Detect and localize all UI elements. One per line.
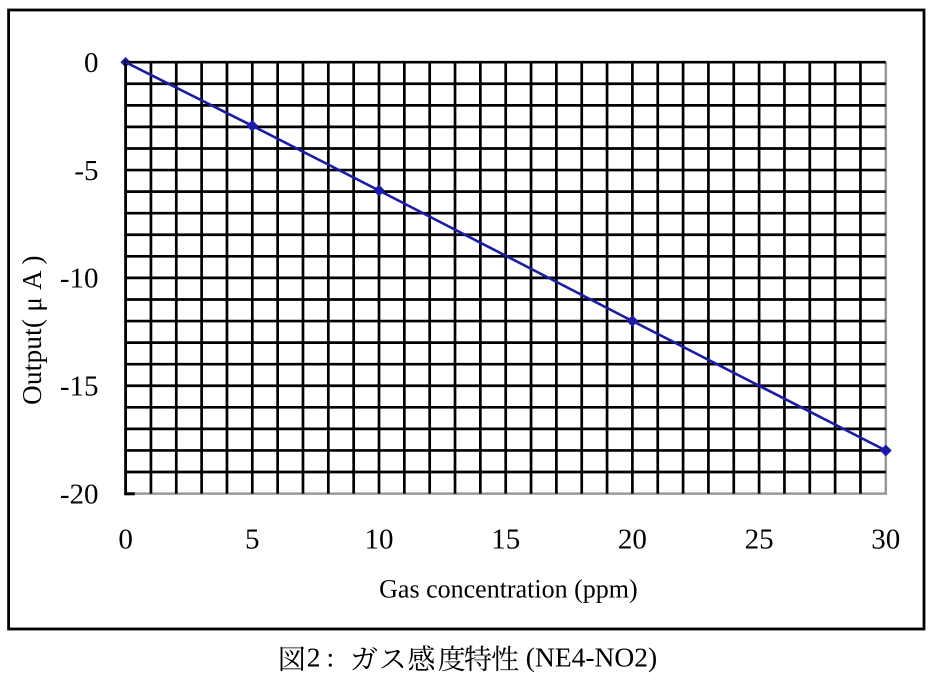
svg-text:Output( μ A ): Output( μ A ) [17,255,47,405]
svg-text:2: 2 [307,642,321,673]
svg-text:10: 10 [365,523,394,555]
svg-text::: : [327,642,335,673]
svg-text:(NE4-NO2): (NE4-NO2) [526,642,657,673]
svg-text:0: 0 [118,523,133,555]
svg-text:30: 30 [871,523,900,555]
svg-text:-10: -10 [60,263,99,295]
svg-text:5: 5 [245,523,260,555]
svg-text:15: 15 [491,523,520,555]
svg-text:-15: -15 [60,370,99,402]
svg-text:25: 25 [745,523,774,555]
svg-text:0: 0 [84,47,99,79]
svg-text:Gas concentration (ppm): Gas concentration (ppm) [379,575,637,604]
svg-text:20: 20 [618,523,647,555]
svg-text:-5: -5 [74,155,98,187]
svg-text:-20: -20 [60,478,99,510]
